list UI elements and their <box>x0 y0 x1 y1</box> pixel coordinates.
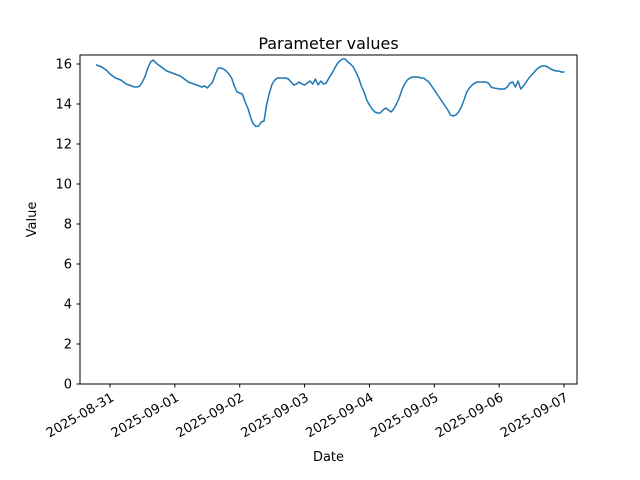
x-axis-label: Date <box>313 450 344 465</box>
y-tick-label: 0 <box>64 378 72 393</box>
y-tick-label: 10 <box>55 178 72 193</box>
y-tick-label: 8 <box>64 218 72 233</box>
x-tick-label: 2025-09-01 <box>109 390 182 441</box>
x-tick-label: 2025-09-07 <box>498 390 571 441</box>
y-tick-label: 16 <box>55 58 72 73</box>
x-tick-label: 2025-08-31 <box>44 390 117 441</box>
y-tick-label: 2 <box>64 338 72 353</box>
x-tick-label: 2025-09-06 <box>433 390 506 441</box>
x-tick-label: 2025-09-04 <box>304 390 377 441</box>
y-tick-label: 14 <box>55 98 72 113</box>
y-tick-label: 6 <box>64 258 72 273</box>
y-axis-label: Value <box>25 202 40 238</box>
y-tick-label: 4 <box>64 298 72 313</box>
x-tick-label: 2025-09-03 <box>239 390 312 441</box>
chart-title: Parameter values <box>258 34 399 53</box>
x-tick-label: 2025-09-05 <box>368 390 441 441</box>
x-tick-label: 2025-09-02 <box>174 390 247 441</box>
y-tick-label: 12 <box>55 138 72 153</box>
plot-area: 02468101214162025-08-312025-09-012025-09… <box>25 54 578 465</box>
axes-frame <box>79 54 578 385</box>
series-line <box>95 58 565 128</box>
